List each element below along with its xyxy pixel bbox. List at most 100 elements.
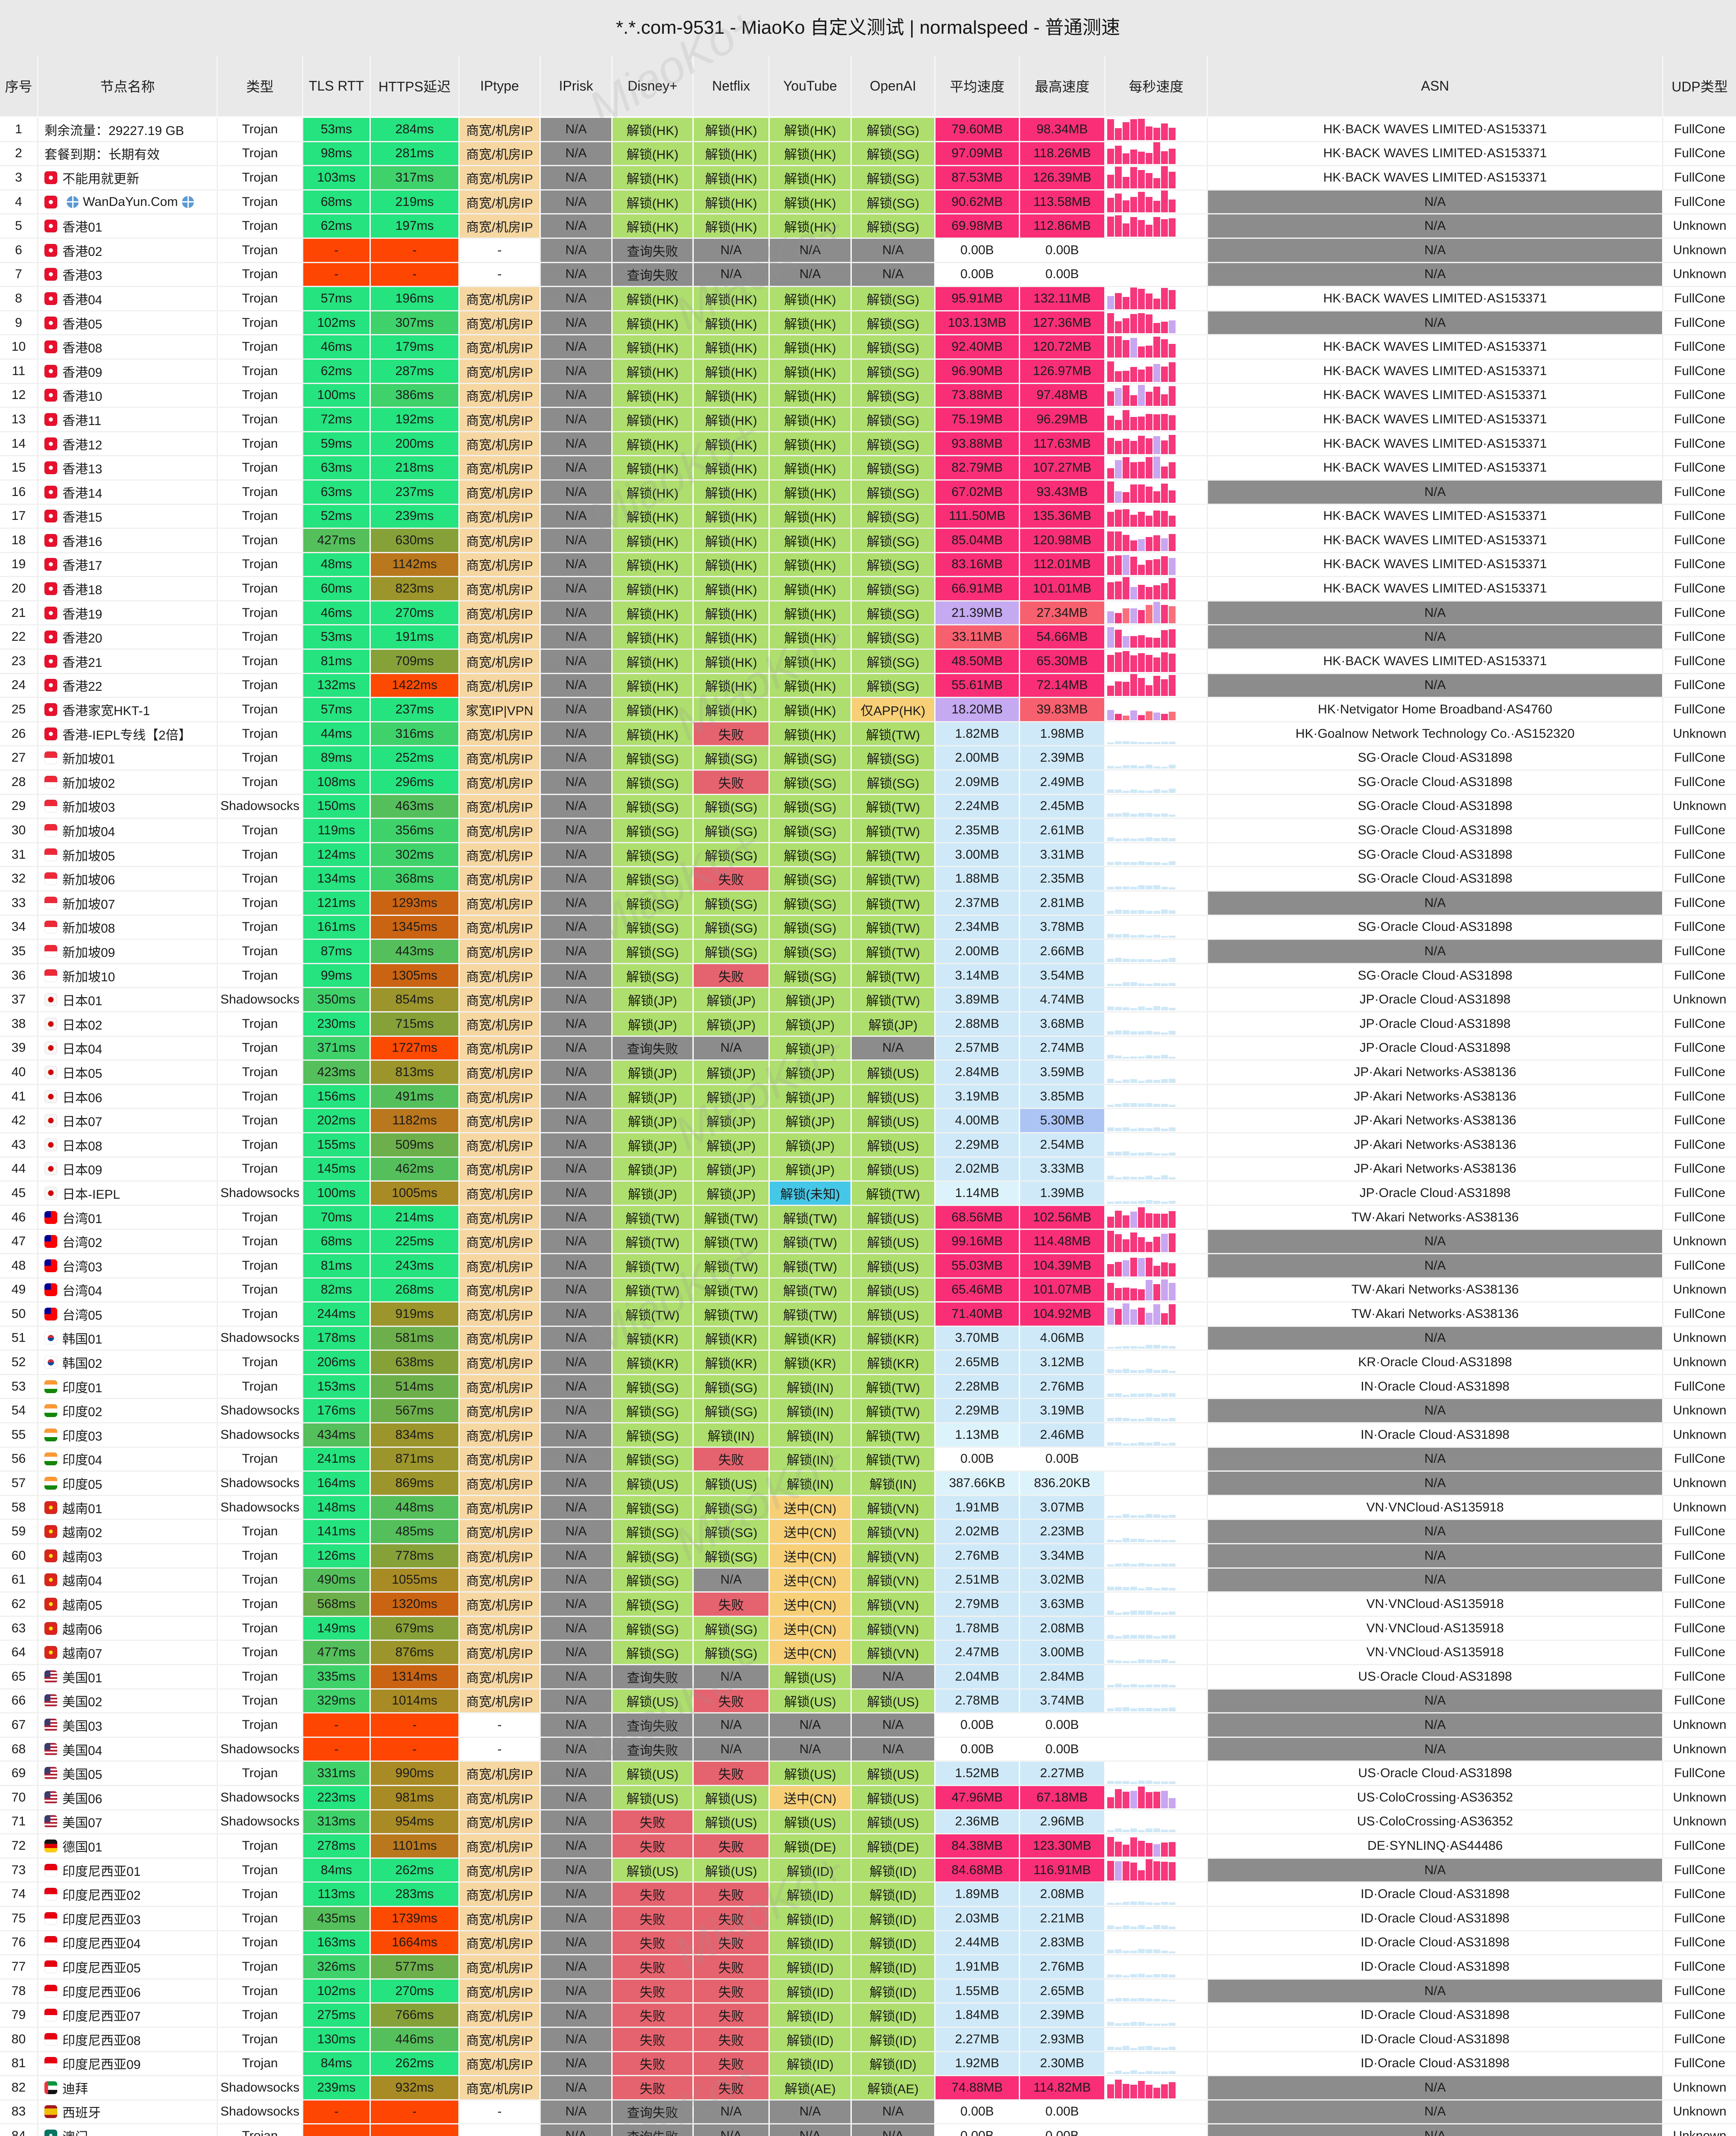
speed-bar [1138, 1419, 1145, 1422]
udp-cell: FullCone [1663, 1447, 1736, 1471]
speed-bar [1146, 1843, 1152, 1857]
openai-cell: 解锁(US) [852, 1085, 935, 1108]
iprisk-cell: N/A [541, 577, 613, 600]
node-type: Trojan [218, 771, 303, 794]
node-type: Shadowsocks [218, 1182, 303, 1205]
node-type: Trojan [218, 1713, 303, 1737]
speed-bar [1123, 1998, 1129, 2002]
speed-bar [1146, 764, 1152, 769]
youtube-cell: 解锁(JP) [770, 1133, 852, 1156]
node-name: 印度尼西亚07 [38, 2004, 218, 2027]
speed-bar [1146, 587, 1152, 599]
max-speed-cell: 0.00B [1020, 238, 1106, 262]
row-index: 72 [0, 1834, 38, 1857]
speed-bar [1130, 1708, 1137, 1712]
https-delay-cell: 281ms [371, 142, 460, 165]
youtube-cell: 送中(CN) [770, 1496, 852, 1519]
netflix-cell: 失败 [694, 2076, 770, 2099]
speed-bar [1130, 149, 1137, 164]
tls-rtt-cell: 130ms [303, 2027, 371, 2051]
tls-rtt-cell: 427ms [303, 529, 371, 552]
disney-cell: 解锁(HK) [613, 577, 694, 600]
speed-bar [1169, 1587, 1176, 1591]
speed-bar [1123, 1707, 1129, 1712]
speed-bar [1146, 515, 1152, 527]
disney-cell: 失败 [613, 1979, 694, 2003]
speed-bar [1146, 314, 1152, 334]
table-row: 48 台湾03 Trojan 81ms 243ms 商宽/机房IP N/A 解锁(TW) 解锁(… [0, 1254, 1736, 1279]
avg-speed-cell: 4.00MB [935, 1109, 1020, 1132]
node-name-text: 香港22 [62, 680, 103, 694]
table-row: 4 WanDaYun.Com Trojan 68ms 219ms 商宽/机房IP N/A 解锁… [0, 190, 1736, 215]
table-row: 42 日本07 Trojan 202ms 1182ms 商宽/机房IP N/A 解锁(JP) 解… [0, 1109, 1736, 1133]
udp-cell: FullCone [1663, 1303, 1736, 1326]
speed-bar [1146, 126, 1152, 140]
max-speed-cell: 2.83MB [1020, 1931, 1106, 1954]
speed-bar [1138, 151, 1145, 164]
speed-bar [1115, 510, 1122, 527]
row-index: 42 [0, 1109, 38, 1132]
speed-bar [1107, 1902, 1114, 1905]
https-delay-cell: 823ms [371, 577, 460, 600]
speed-bar [1153, 838, 1160, 841]
openai-cell: 解锁(VN) [852, 1593, 935, 1616]
speed-bar [1161, 1684, 1168, 1687]
speed-bar [1146, 1313, 1152, 1325]
speed-chart [1106, 2052, 1208, 2075]
openai-cell: 解锁(SG) [852, 190, 935, 214]
disney-cell: 解锁(HK) [613, 601, 694, 625]
speed-bar [1115, 839, 1122, 841]
iptype-cell: 商宽/机房IP [460, 1979, 541, 2003]
node-name: 新加坡02 [38, 771, 218, 794]
speed-bar [1130, 1587, 1137, 1591]
netflix-cell: N/A [694, 1036, 770, 1060]
speed-bar [1146, 2084, 1152, 2098]
node-name-text: 新加坡07 [62, 897, 115, 912]
netflix-cell: 失败 [694, 1955, 770, 1978]
column-header-youtube: YouTube [770, 56, 852, 116]
speed-bar [1130, 417, 1137, 430]
column-header-asn: ASN [1208, 56, 1663, 116]
https-delay-cell: - [371, 2124, 460, 2136]
speed-bar [1146, 153, 1152, 164]
tls-rtt-cell: 134ms [303, 867, 371, 890]
speed-bar [1123, 1634, 1129, 1639]
max-speed-cell: 3.85MB [1020, 1085, 1106, 1108]
speed-bar [1161, 790, 1168, 793]
kr-flag-icon [44, 1332, 57, 1345]
speed-bar [1161, 394, 1168, 406]
udp-cell: Unknown [1663, 1399, 1736, 1423]
speed-bar [1138, 1200, 1145, 1204]
speed-bar [1107, 2084, 1114, 2098]
speed-bar [1130, 1370, 1137, 1373]
speed-bar [1153, 1441, 1160, 1446]
globe-icon [67, 196, 79, 208]
column-header-iptype: IPtype [460, 56, 541, 116]
iprisk-cell: N/A [541, 988, 613, 1011]
node-name: 套餐到期：长期有效 [38, 142, 218, 165]
openai-cell: 解锁(US) [852, 1689, 935, 1713]
openai-cell: 解锁(SG) [852, 335, 935, 358]
https-delay-cell: 509ms [371, 1133, 460, 1156]
speed-bar [1161, 190, 1168, 213]
speed-bar [1115, 1393, 1122, 1397]
speed-bar [1107, 1830, 1114, 1833]
hk-flag-icon [44, 582, 57, 596]
speed-chart [1106, 1786, 1208, 1809]
node-type: Shadowsocks [218, 1399, 303, 1423]
table-row: 37 日本01 Shadowsocks 350ms 854ms 商宽/机房IP N/A 解锁(… [0, 988, 1736, 1012]
disney-cell: 解锁(HK) [613, 650, 694, 673]
node-name-text: 香港05 [62, 317, 103, 332]
table-row: 29 新加坡03 Shadowsocks 150ms 463ms 商宽/机房IP N/A 解锁… [0, 795, 1736, 819]
sg-flag-icon [44, 969, 57, 982]
speed-bar [1107, 1925, 1114, 1929]
node-type: Trojan [218, 843, 303, 866]
node-name: 台湾03 [38, 1254, 218, 1277]
asn-cell: TW·Akari Networks·AS38136 [1208, 1303, 1663, 1326]
ae-flag-icon [44, 2081, 57, 2094]
speed-bar [1107, 1634, 1114, 1639]
https-delay-cell: 1055ms [371, 1568, 460, 1592]
node-name: 越南02 [38, 1520, 218, 1543]
iptype-cell: 商宽/机房IP [460, 1447, 541, 1471]
https-delay-cell: 778ms [371, 1544, 460, 1567]
